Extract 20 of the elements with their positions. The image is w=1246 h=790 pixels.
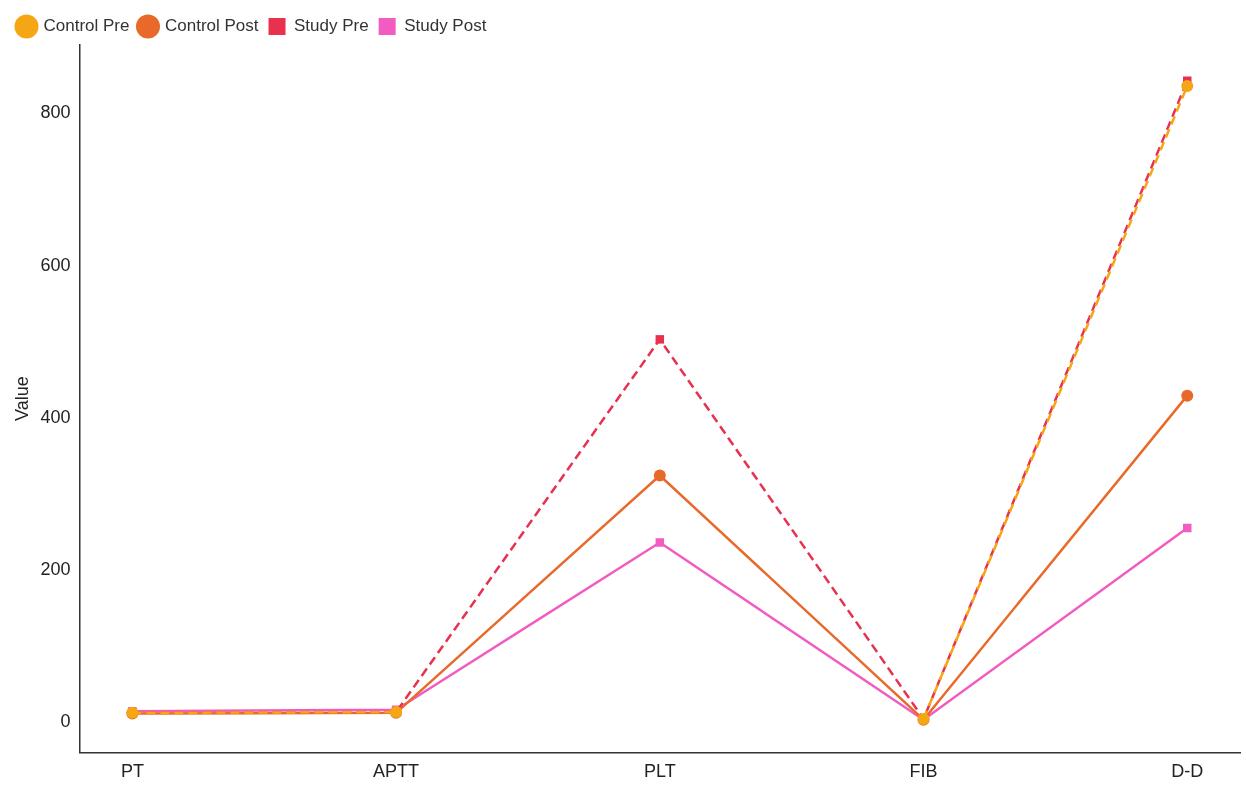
legend-label: Study Pre — [294, 16, 369, 36]
y-tick-label: 400 — [40, 406, 71, 427]
y-tick-label: 0 — [60, 710, 71, 731]
legend-label: Study Post — [404, 16, 487, 36]
x-tick-label: FIB — [909, 761, 938, 782]
y-axis-title: Value — [11, 376, 32, 422]
x-tick-label: PLT — [643, 761, 676, 782]
y-tick-label: 600 — [40, 254, 71, 275]
point — [655, 335, 665, 344]
x-tick-label: D-D — [1171, 761, 1204, 782]
legend-label: Control Post — [164, 16, 259, 36]
point — [655, 538, 665, 547]
x-tick-label: PT — [120, 761, 144, 782]
x-tick-label: APTT — [373, 761, 420, 782]
legend-label: Control Pre — [43, 16, 130, 36]
point — [653, 469, 666, 482]
y-tick-label: 800 — [40, 102, 71, 123]
point — [1181, 389, 1194, 402]
point — [1181, 80, 1194, 93]
y-tick-label: 200 — [40, 558, 71, 579]
